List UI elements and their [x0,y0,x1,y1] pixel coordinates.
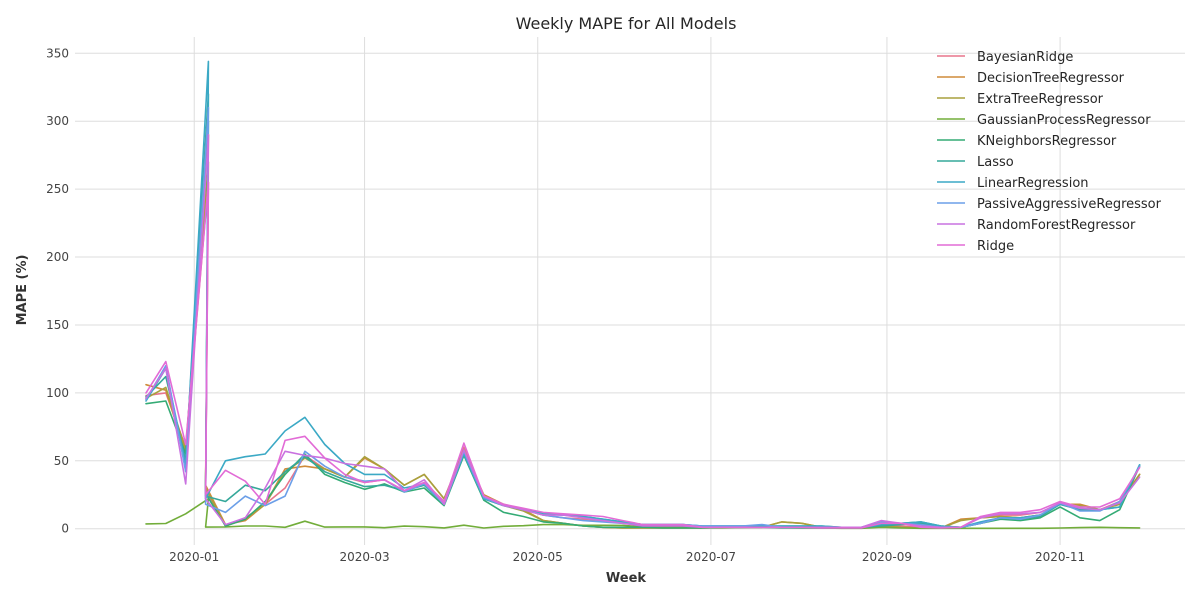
x-tick-labels: 2020-01 2020-03 2020-05 2020-07 2020-09 2020-… [169,550,1085,564]
y-tick-label: 0 [61,522,69,536]
legend-label-passive-aggressive-regressor: PassiveAggressiveRegressor [977,197,1162,212]
legend-label-extra-tree-regressor: ExtraTreeRegressor [977,92,1104,107]
y-tick-label: 350 [46,46,69,60]
legend-label-random-forest-regressor: RandomForestRegressor [977,218,1136,233]
y-tick-label: 150 [46,318,69,332]
legend-label-lasso: Lasso [977,155,1014,170]
y-tick-labels: 0 50 100 150 200 250 300 350 [46,46,69,535]
series-line-ridge [145,181,1141,529]
chart-title: Weekly MAPE for All Models [516,14,737,33]
legend-label-ridge: Ridge [977,239,1014,254]
series-line-random-forest-regressor [145,134,1141,529]
legend-label-linear-regression: LinearRegression [977,176,1089,191]
legend-label-kneighbors-regressor: KNeighborsRegressor [977,134,1117,149]
series-line-bayesian-ridge [145,181,1141,529]
legend-label-bayesian-ridge: BayesianRidge [977,50,1073,65]
series-line-gaussian-process-regressor [145,498,1141,530]
x-tick-label: 2020-07 [686,550,736,564]
x-tick-label: 2020-09 [862,550,912,564]
y-tick-label: 200 [46,250,69,264]
x-axis-title: Week [606,571,647,586]
legend-label-decision-tree-regressor: DecisionTreeRegressor [977,71,1125,86]
x-tick-label: 2020-03 [339,550,389,564]
x-tick-label: 2020-11 [1035,550,1085,564]
legend: BayesianRidge DecisionTreeRegressor ExtraT… [937,50,1162,254]
y-axis-title: MAPE (%) [15,255,30,326]
y-tick-label: 50 [54,454,69,468]
x-tick-label: 2020-05 [513,550,563,564]
series-lines [145,60,1141,530]
grid [75,37,1185,545]
series-line-decision-tree-regressor [145,134,1141,529]
x-tick-label: 2020-01 [169,550,219,564]
series-line-linear-regression [145,60,1141,529]
y-tick-label: 100 [46,386,69,400]
legend-label-gaussian-process-regressor: GaussianProcessRegressor [977,113,1151,128]
y-tick-label: 250 [46,182,69,196]
y-tick-label: 300 [46,114,69,128]
